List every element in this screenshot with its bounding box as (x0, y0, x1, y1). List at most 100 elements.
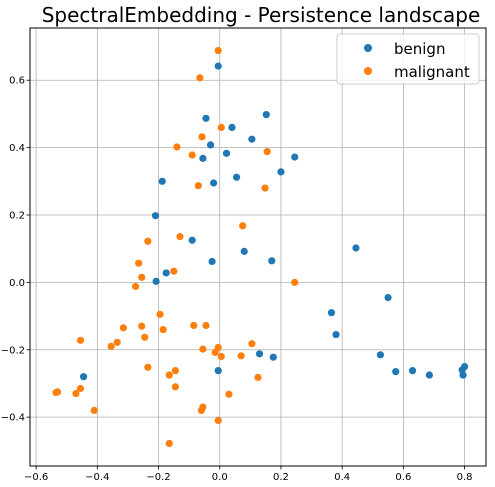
plot-area-frame (29, 27, 487, 467)
data-point-benign (151, 212, 160, 220)
data-point-benign (248, 135, 256, 143)
data-point-benign (202, 114, 210, 122)
data-point-malignant (190, 321, 198, 330)
data-point-malignant (52, 388, 60, 397)
data-points (52, 46, 469, 448)
data-point-benign (222, 149, 231, 157)
data-point-malignant (171, 367, 179, 375)
legend-label-benign: benign (394, 40, 445, 58)
data-point-benign (240, 247, 248, 255)
y-tick-label: 0.2 (9, 210, 25, 221)
data-point-benign (199, 154, 207, 162)
legend-marker-benign (364, 44, 372, 52)
data-point-malignant (225, 390, 233, 398)
x-tick-label: −0.2 (146, 472, 170, 483)
data-point-malignant (165, 371, 173, 379)
legend-marker-malignant (364, 67, 372, 75)
data-point-benign (214, 62, 222, 70)
data-point-malignant (144, 363, 152, 371)
x-tick-label: 0.6 (395, 472, 411, 483)
data-point-malignant (214, 46, 222, 55)
data-point-malignant (199, 345, 207, 353)
data-point-benign (392, 368, 400, 376)
data-point-malignant (131, 282, 140, 291)
data-point-malignant (188, 151, 196, 159)
data-point-benign (425, 371, 433, 379)
data-point-malignant (176, 232, 184, 241)
data-point-benign (152, 277, 160, 285)
data-point-benign (79, 373, 88, 381)
data-point-benign (376, 351, 385, 359)
data-point-malignant (217, 123, 225, 131)
data-point-malignant (217, 352, 225, 361)
x-tick-label: −0.4 (85, 472, 109, 483)
data-point-malignant (113, 338, 121, 346)
data-point-malignant (159, 325, 167, 334)
data-point-benign (277, 168, 285, 176)
data-point-malignant (173, 143, 181, 151)
data-point-benign (291, 153, 299, 161)
data-point-benign (210, 179, 218, 187)
data-point-malignant (291, 278, 299, 286)
data-point-malignant (76, 336, 85, 344)
data-point-malignant (196, 74, 204, 82)
data-point-benign (162, 269, 170, 277)
data-point-malignant (194, 182, 202, 190)
data-point-benign (208, 257, 216, 266)
data-point-malignant (107, 342, 115, 350)
data-point-malignant (261, 184, 269, 192)
data-point-benign (459, 371, 467, 379)
x-tick-label: 0.2 (273, 472, 289, 483)
data-point-malignant (254, 373, 262, 381)
data-point-malignant (156, 310, 164, 318)
data-point-benign (206, 141, 215, 149)
data-point-malignant (198, 133, 206, 141)
data-point-malignant (211, 348, 219, 357)
data-point-benign (327, 309, 336, 317)
legend-label-malignant: malignant (394, 63, 470, 81)
y-tick-label: 0.0 (9, 278, 25, 289)
data-point-malignant (144, 237, 152, 245)
data-point-malignant (171, 383, 179, 391)
axis-ticks: −0.6 −0.4 −0.2 0.0 0.2 0.4 0.6 0.8 −0.4 −0.2 0.0 0.… (1, 76, 473, 483)
data-point-benign (232, 173, 241, 181)
x-tick-label: 0.0 (212, 472, 228, 483)
data-point-malignant (197, 406, 205, 415)
data-point-benign (255, 350, 264, 358)
data-point-benign (214, 367, 222, 375)
data-point-malignant (214, 416, 222, 425)
data-point-malignant (76, 384, 85, 393)
data-point-malignant (248, 340, 256, 348)
data-point-benign (158, 177, 166, 185)
data-point-malignant (119, 324, 127, 332)
y-tick-label: 0.4 (9, 143, 25, 154)
y-tick-label: −0.4 (1, 413, 25, 424)
data-point-malignant (90, 406, 98, 415)
data-point-malignant (239, 222, 247, 230)
data-point-benign (262, 110, 270, 119)
data-point-malignant (138, 322, 146, 330)
data-point-malignant (237, 352, 245, 360)
data-point-malignant (165, 439, 173, 448)
data-point-benign (228, 123, 236, 131)
data-point-malignant (263, 148, 271, 156)
x-tick-label: 0.4 (334, 472, 350, 483)
data-point-malignant (141, 333, 149, 341)
data-point-benign (384, 293, 392, 302)
data-point-malignant (72, 389, 80, 398)
x-tick-label: 0.8 (457, 472, 473, 483)
data-point-benign (269, 353, 277, 361)
grid-lines (30, 28, 486, 466)
data-point-malignant (170, 267, 178, 275)
data-point-benign (332, 331, 340, 339)
chart-title: SpectralEmbedding - Persistence landscap… (42, 3, 481, 27)
legend: benign malignant (336, 33, 480, 85)
data-point-benign (408, 367, 417, 375)
x-tick-label: −0.6 (24, 472, 48, 483)
data-point-benign (188, 236, 196, 244)
y-tick-label: −0.2 (1, 345, 25, 356)
data-point-malignant (138, 273, 146, 281)
data-point-malignant (202, 321, 210, 330)
